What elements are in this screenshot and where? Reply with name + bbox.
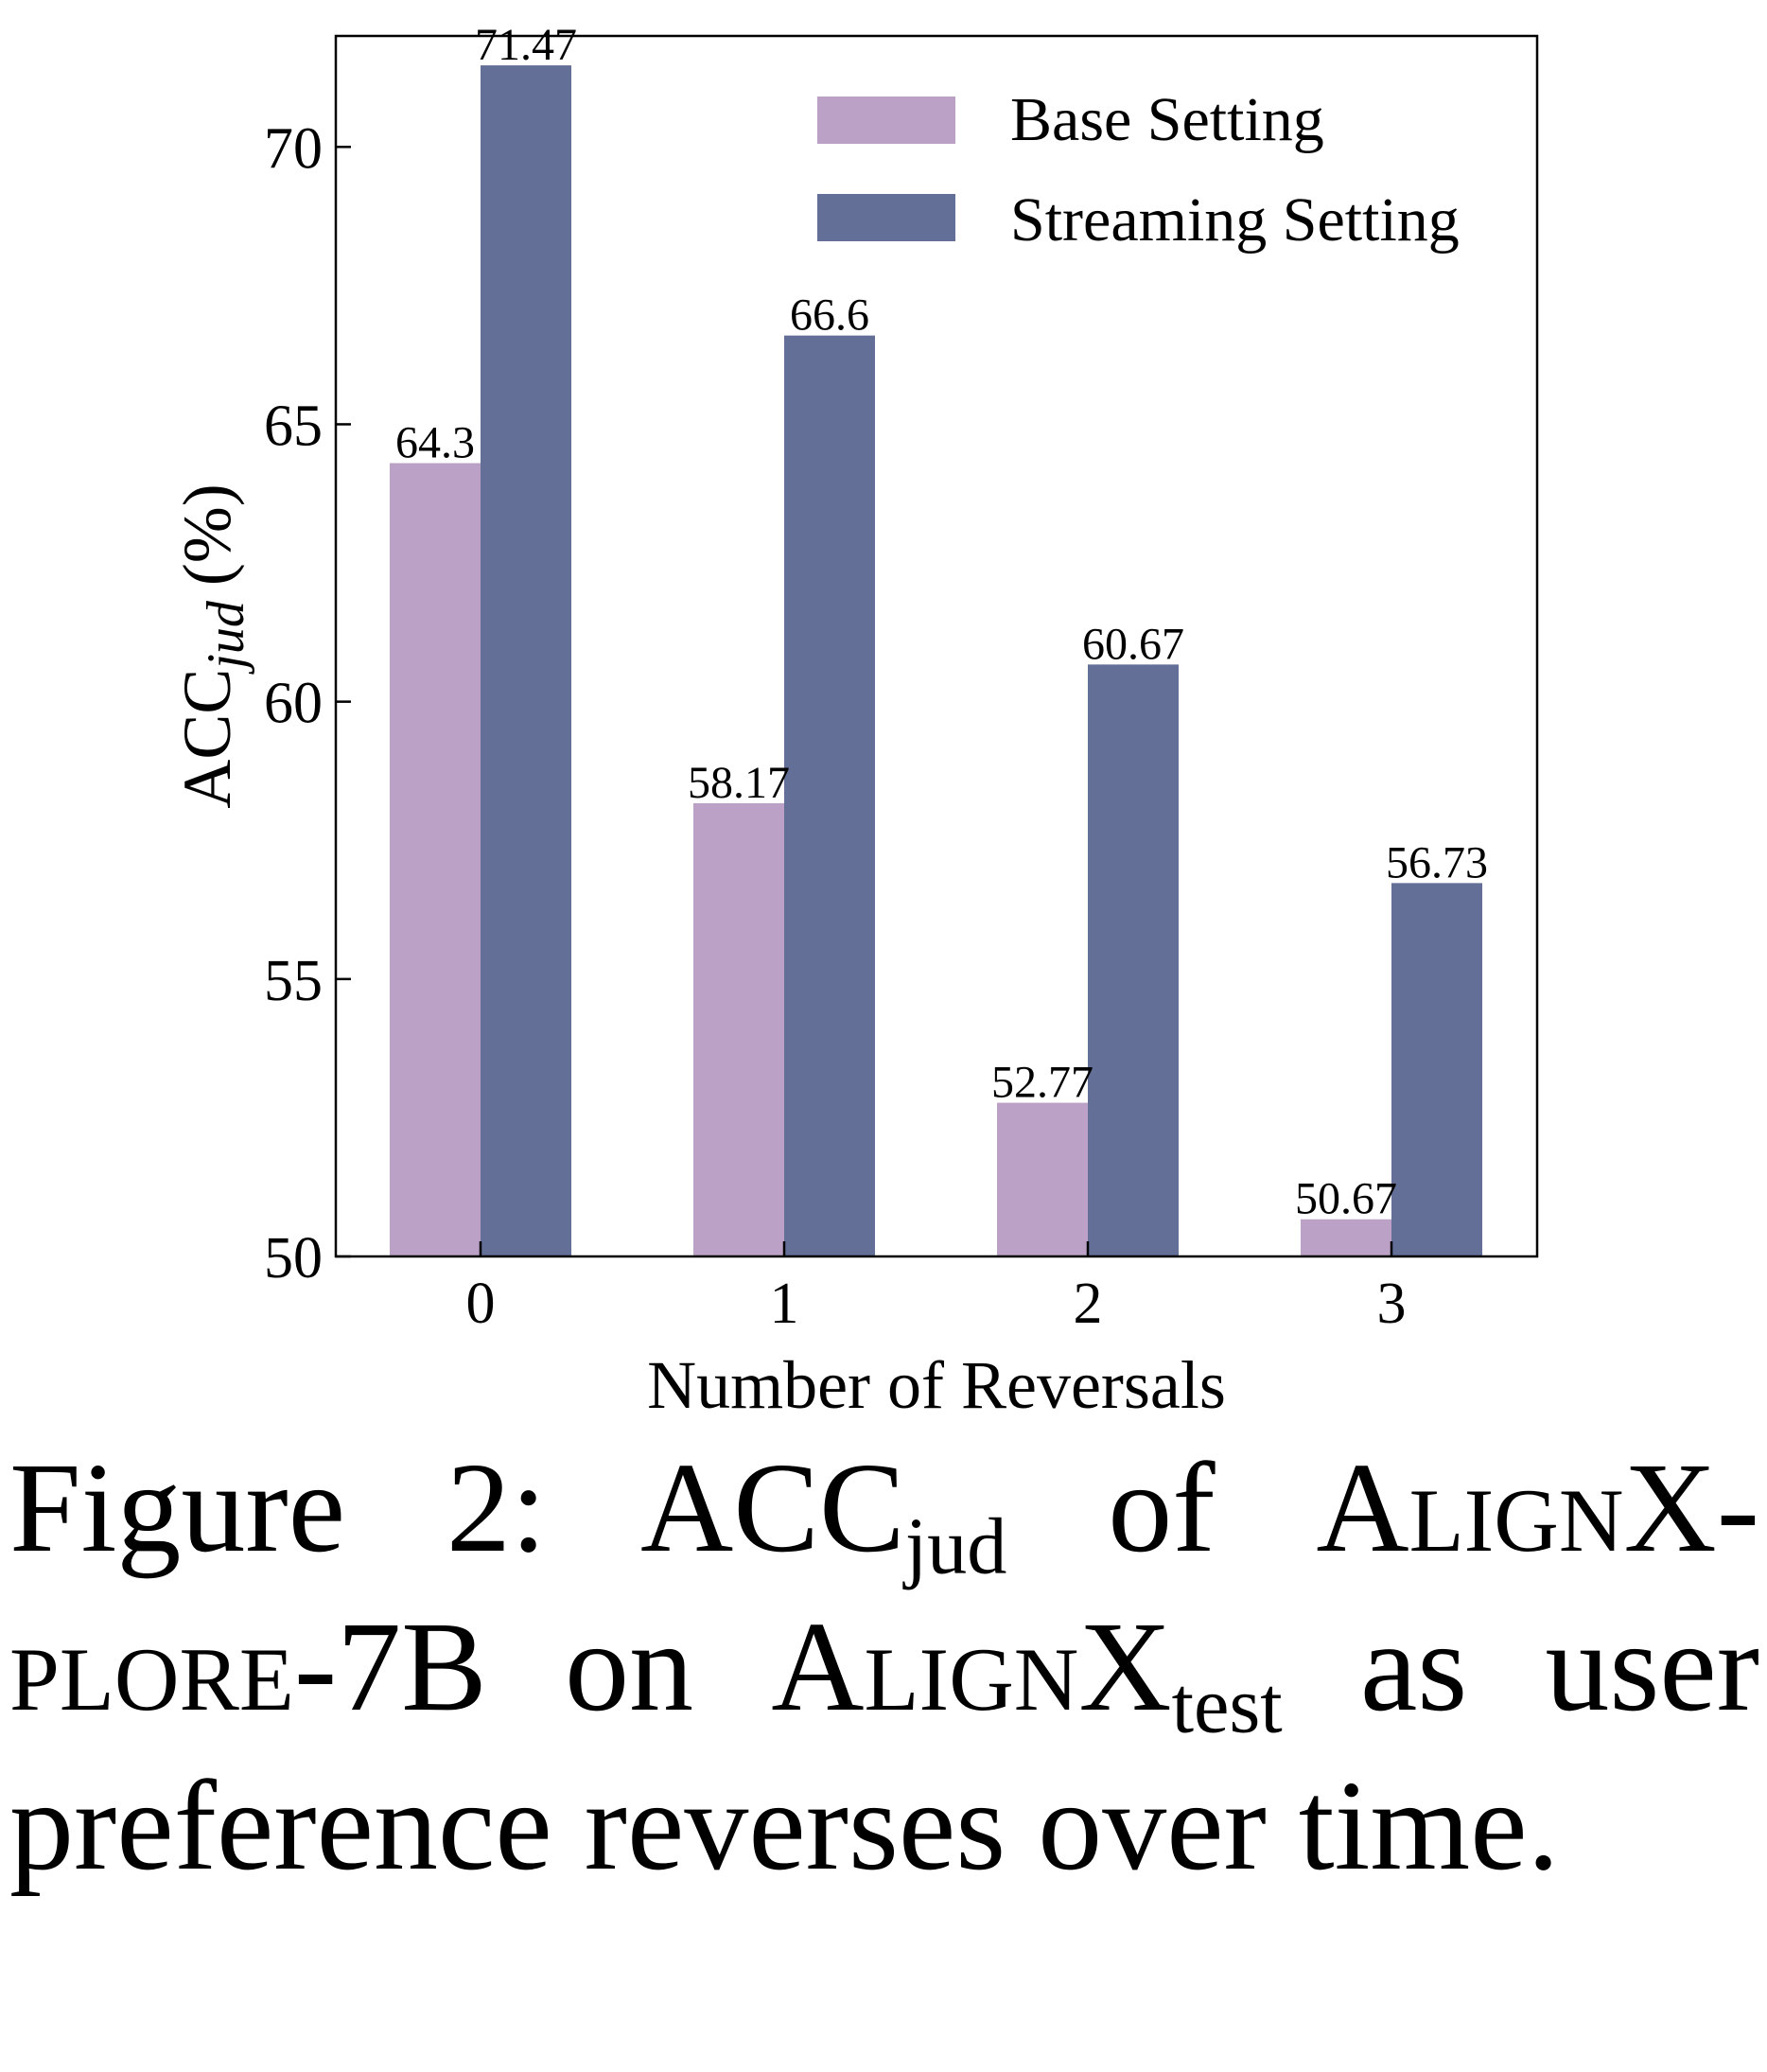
caption-metric-sub: jud xyxy=(904,1502,1007,1591)
caption-metric: ACC xyxy=(640,1437,905,1579)
caption-dataset-sub: test xyxy=(1171,1661,1283,1750)
bar-base-2 xyxy=(997,1102,1088,1256)
y-axis-label-main: ACC xyxy=(169,669,245,809)
legend-swatch-streaming xyxy=(817,194,955,241)
bar-label-base-0: 64.3 xyxy=(395,418,475,468)
bar-base-0 xyxy=(390,463,481,1256)
caption-dataset: AlignX xyxy=(771,1596,1172,1738)
y-tick-label-55: 55 xyxy=(264,949,323,1013)
caption-label: Figure 2: xyxy=(9,1437,547,1579)
figure-caption: Figure 2: ACCjud of AlignX-plore-7B on A… xyxy=(9,1429,1759,1905)
x-axis-label: Number of Reversals xyxy=(647,1347,1226,1419)
bar-streaming-3 xyxy=(1391,883,1482,1256)
y-tick-label-65: 65 xyxy=(264,394,323,458)
caption-model: AlignX-plore-7B xyxy=(9,1437,1760,1738)
plot-frame xyxy=(334,34,1539,1258)
bar-base-1 xyxy=(693,802,784,1256)
legend-swatch-base xyxy=(817,97,955,144)
y-tick-label-60: 60 xyxy=(264,672,323,736)
bar-chart: 64.3 71.47 58.17 66.6 52.77 60.67 50.67 56.73 5… xyxy=(169,20,1539,1419)
bar-label-streaming-0: 71.47 xyxy=(475,20,577,70)
bar-label-streaming-1: 66.6 xyxy=(790,290,869,341)
x-tick-label-2: 2 xyxy=(1074,1272,1103,1336)
caption-on: on xyxy=(565,1596,694,1738)
bar-label-base-3: 50.67 xyxy=(1295,1174,1397,1224)
bar-base-3 xyxy=(1301,1219,1391,1256)
x-tick-label-1: 1 xyxy=(770,1272,799,1336)
x-tick-label-3: 3 xyxy=(1377,1272,1407,1336)
bar-label-base-2: 52.77 xyxy=(991,1058,1093,1108)
bar-label-streaming-2: 60.67 xyxy=(1082,619,1184,669)
legend-label-streaming: Streaming Setting xyxy=(1010,185,1460,255)
x-tick-label-0: 0 xyxy=(466,1272,496,1336)
bars-group xyxy=(390,65,1482,1256)
caption-rest: as user preference reverses over time. xyxy=(9,1596,1760,1897)
bar-label-streaming-3: 56.73 xyxy=(1386,837,1488,887)
bar-streaming-1 xyxy=(784,335,875,1256)
y-axis-label-unit: (%) xyxy=(169,483,245,586)
y-tick-label-70: 70 xyxy=(264,116,323,181)
y-tick-label-50: 50 xyxy=(264,1226,323,1291)
caption-of: of xyxy=(1108,1437,1216,1579)
y-axis-label: ACCjud (%) xyxy=(169,483,255,809)
x-axis-ticks: 0 1 2 3 xyxy=(466,1241,1407,1336)
y-axis-ticks: 50 55 60 65 70 xyxy=(264,116,351,1291)
legend: Base Setting Streaming Setting xyxy=(817,85,1460,255)
y-axis-label-sub: jud xyxy=(197,600,255,675)
bar-labels-group: 64.3 71.47 58.17 66.6 52.77 60.67 50.67 56.73 xyxy=(395,20,1488,1224)
bar-streaming-0 xyxy=(481,65,571,1256)
legend-label-base: Base Setting xyxy=(1010,85,1324,154)
bar-label-base-1: 58.17 xyxy=(688,758,790,808)
bar-streaming-2 xyxy=(1088,664,1179,1256)
